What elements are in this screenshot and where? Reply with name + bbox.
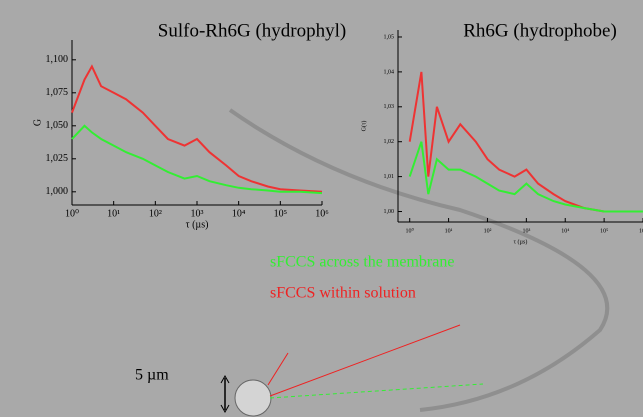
y-axis-label: G(τ) <box>360 121 367 132</box>
y-tick-label: 1,100 <box>46 54 69 65</box>
green-arrow <box>269 383 484 399</box>
scale-arrow-heads <box>220 374 230 414</box>
x-axis-label: τ (µs) <box>186 219 209 230</box>
data-line <box>71 64 323 193</box>
data-line <box>408 71 643 213</box>
x-tick-label: 10⁰ <box>406 227 415 234</box>
x-tick-label: 10⁶ <box>639 228 643 234</box>
x-tick-label: 10⁴ <box>232 208 246 219</box>
x-tick-label: 10¹ <box>445 228 453 234</box>
y-tick-label: 1,01 <box>384 174 395 180</box>
y-tick-label: 1,02 <box>384 139 395 145</box>
x-tick-label: 10² <box>484 228 492 234</box>
x-tick-label: 10² <box>149 208 162 219</box>
y-tick-label: 1,03 <box>384 104 395 110</box>
x-tick-label: 10⁴ <box>561 228 569 234</box>
y-tick-label: 1,025 <box>46 153 69 164</box>
vesicle-edge <box>228 108 610 412</box>
y-tick-label: 1,000 <box>46 186 69 197</box>
x-axis-label: τ (µs) <box>514 238 528 245</box>
y-tick-label: 1,050 <box>46 120 69 131</box>
scale-bar-label: 5 µm <box>135 367 169 384</box>
focal-spot <box>234 379 272 417</box>
x-tick-label: 10⁵ <box>600 228 608 234</box>
x-tick-label: 10⁰ <box>65 208 79 219</box>
y-tick-label: 1,05 <box>384 34 395 40</box>
x-tick-label: 10¹ <box>107 208 120 219</box>
annotation: sFCCS within solution <box>270 285 416 302</box>
data-line <box>71 124 323 195</box>
chart-title: Sulfo-Rh6G (hydrophyl) <box>158 20 346 41</box>
y-tick-label: 1,04 <box>384 69 395 75</box>
y-tick-label: 1,075 <box>46 87 69 98</box>
x-tick-label: 10⁵ <box>274 208 288 219</box>
x-tick-label: 10³ <box>191 208 204 219</box>
red-arrow <box>267 352 289 386</box>
data-line <box>408 141 643 213</box>
x-tick-label: 10³ <box>522 228 530 234</box>
x-tick-label: 10⁶ <box>315 208 329 219</box>
y-axis-label: G <box>32 119 43 126</box>
annotation: sFCCS across the membrane <box>270 254 454 271</box>
red-arrow <box>269 324 461 397</box>
y-tick-label: 1,00 <box>384 209 395 215</box>
chart-title: Rh6G (hydrophobe) <box>463 20 617 41</box>
